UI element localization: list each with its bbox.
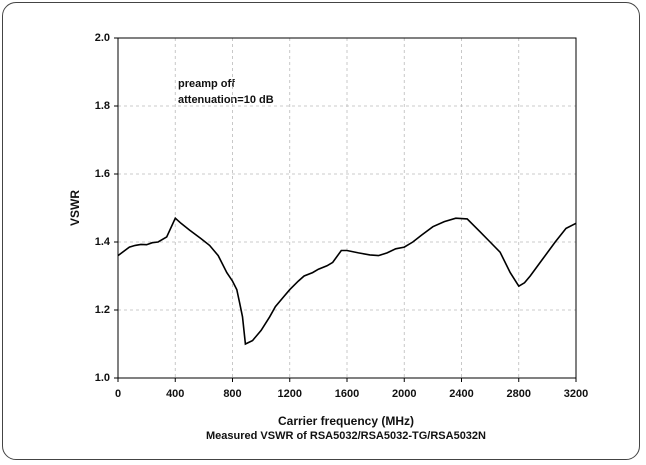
annotation: preamp off bbox=[178, 78, 235, 90]
y-tick-label: 1.2 bbox=[95, 304, 110, 316]
x-tick-label: 1200 bbox=[278, 388, 302, 400]
caption: Measured VSWR of RSA5032/RSA5032-TG/RSA5… bbox=[206, 430, 486, 442]
y-axis-label: VSWR bbox=[68, 190, 82, 226]
x-tick-label: 2000 bbox=[392, 388, 416, 400]
x-tick-label: 3200 bbox=[564, 388, 588, 400]
y-tick-label: 1.8 bbox=[95, 100, 110, 112]
x-axis-label: Carrier frequency (MHz) bbox=[278, 414, 414, 428]
x-tick-label: 800 bbox=[223, 388, 241, 400]
line bbox=[117, 216, 577, 346]
y-tick-label: 1.6 bbox=[95, 168, 110, 180]
x-tick-label: 2800 bbox=[507, 388, 531, 400]
x-tick-label: 0 bbox=[115, 388, 121, 400]
plot-frame bbox=[117, 37, 577, 379]
y-tick-label: 1.4 bbox=[95, 236, 111, 248]
x-tick-label: 1600 bbox=[335, 388, 359, 400]
x-tick-label: 400 bbox=[166, 388, 184, 400]
x-tick-label: 2400 bbox=[449, 388, 473, 400]
y-tick-label: 2.0 bbox=[95, 32, 110, 44]
y-tick-label: 1.0 bbox=[95, 372, 110, 384]
frame bbox=[2, 2, 640, 460]
annotation: attenuation=10 dB bbox=[178, 94, 274, 106]
